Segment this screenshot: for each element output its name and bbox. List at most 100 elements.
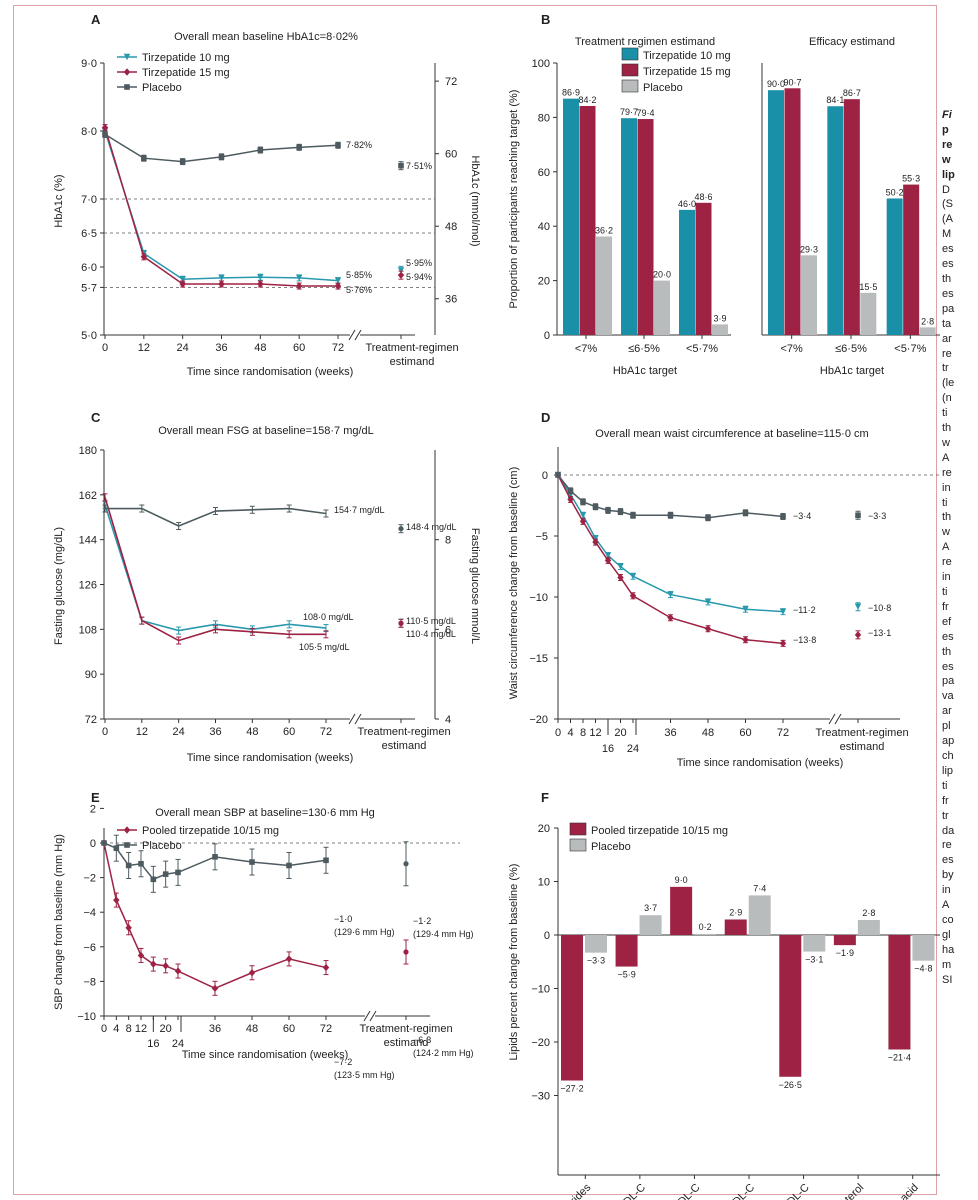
data-point	[629, 573, 637, 580]
y-tick-label: 5·7	[81, 282, 97, 294]
y-tick-label: 162	[79, 490, 97, 502]
caption-line: co	[942, 913, 954, 926]
end-value-sub-label: (129·6 mm Hg)	[334, 927, 395, 937]
y-right-tick-label: 72	[445, 76, 457, 88]
caption-line: es	[942, 630, 954, 643]
bar-value-label: 86·9	[562, 88, 580, 98]
end-value-label: 154·7 mg/dL	[334, 505, 385, 515]
x-axis-title: HbA1c target	[613, 365, 677, 377]
y-tick-label: 0	[542, 470, 548, 482]
x-tick-label: 12	[135, 1023, 147, 1035]
x-tick-label: 8	[126, 1023, 132, 1035]
x-tick-label: <7%	[575, 343, 598, 355]
caption-line: es	[942, 243, 954, 256]
bar	[857, 920, 880, 935]
x-axis-title: Time since randomisation (weeks)	[182, 1049, 348, 1061]
data-point	[218, 154, 225, 160]
bar-value-label: 90·0	[767, 79, 785, 89]
legend-label: Placebo	[142, 840, 182, 852]
bar	[712, 324, 728, 335]
x-tick-label: 16	[147, 1038, 159, 1050]
x-tick-label: 48	[246, 1023, 258, 1035]
series-line	[557, 474, 784, 519]
end-value-label: −11·2	[793, 605, 816, 615]
estimand-value-label: 110·5 mg/dL	[406, 616, 456, 626]
y-tick-label: −10	[529, 592, 548, 604]
estimand-value-sub-label: (124·2 mm Hg)	[413, 1048, 474, 1058]
x-tick-label: 36	[664, 727, 676, 739]
x-tick-label: 48	[246, 726, 258, 738]
data-point	[211, 984, 219, 993]
legend-label: Placebo	[591, 841, 631, 853]
bar-value-label: 55·3	[902, 174, 920, 184]
caption-line: pa	[942, 302, 955, 315]
bar-value-label: 7·4	[753, 883, 766, 893]
data-point	[704, 598, 712, 606]
y-axis-title: HbA1c (%)	[53, 174, 65, 227]
data-point	[579, 517, 587, 526]
x-tick-label: 72	[332, 342, 344, 354]
caption-line: gl	[942, 928, 951, 941]
figure-frame	[13, 5, 937, 1195]
data-point	[257, 147, 264, 153]
data-point	[218, 274, 225, 282]
x-tick-label: 0	[102, 726, 108, 738]
series-line	[104, 497, 326, 642]
y-tick-label: 40	[538, 221, 550, 233]
data-point	[150, 960, 157, 968]
data-point	[779, 639, 787, 648]
data-point	[629, 592, 637, 600]
y-axis-title: Lipids percent change from baseline (%)	[508, 864, 520, 1061]
axis-break-mark	[834, 713, 842, 725]
category-label: LDL-C	[726, 1182, 757, 1200]
bar	[919, 327, 936, 335]
bar-value-label: −3·3	[587, 956, 605, 966]
bar	[768, 90, 784, 335]
end-value-label: 7·82%	[346, 140, 372, 150]
data-point	[125, 924, 132, 932]
bar	[803, 935, 826, 952]
bar	[654, 280, 670, 335]
caption-line: es	[942, 660, 954, 673]
data-point	[617, 563, 624, 570]
legend-label: Tirzepatide 10 mg	[643, 50, 731, 62]
bar-value-label: 0·2	[699, 922, 712, 932]
data-point	[175, 869, 181, 876]
bar-value-label: −26·5	[779, 1080, 802, 1090]
data-point	[604, 556, 612, 565]
subplot-title: Efficacy estimand	[809, 36, 895, 48]
caption-line: th	[942, 511, 952, 524]
bar	[779, 935, 802, 1077]
legend-marker	[123, 53, 131, 61]
caption-line: es	[942, 258, 954, 271]
y-tick-label: −4	[83, 907, 96, 919]
caption-line: m	[942, 958, 952, 971]
category-label: HDL-C	[670, 1182, 702, 1200]
data-point	[218, 280, 225, 288]
caption-line: in	[942, 884, 951, 897]
caption-line: (A	[942, 213, 953, 226]
caption-line: re	[942, 138, 953, 151]
estimand-value-label: −10·8	[868, 603, 891, 613]
x-tick-label: 20	[160, 1023, 172, 1035]
bar-value-label: 2·8	[921, 316, 934, 326]
data-point	[295, 282, 303, 290]
data-point	[248, 969, 256, 977]
data-point	[334, 282, 342, 290]
data-point	[138, 860, 144, 867]
y-tick-label: −15	[529, 653, 548, 665]
category-label: Free fatty acid	[863, 1182, 921, 1200]
caption-line: ta	[942, 317, 952, 330]
data-point	[179, 276, 186, 283]
caption-line: D	[942, 183, 950, 196]
legend-marker	[123, 826, 131, 834]
data-point	[335, 142, 341, 149]
y-tick-label: 20	[538, 276, 550, 288]
caption-line: ti	[942, 496, 948, 509]
data-point	[162, 962, 169, 970]
estimand-value-label: 5·94%	[406, 272, 432, 282]
legend-label: Placebo	[142, 82, 182, 94]
y-tick-label: 9·0	[81, 58, 97, 70]
y-tick-label: 2	[90, 803, 96, 815]
